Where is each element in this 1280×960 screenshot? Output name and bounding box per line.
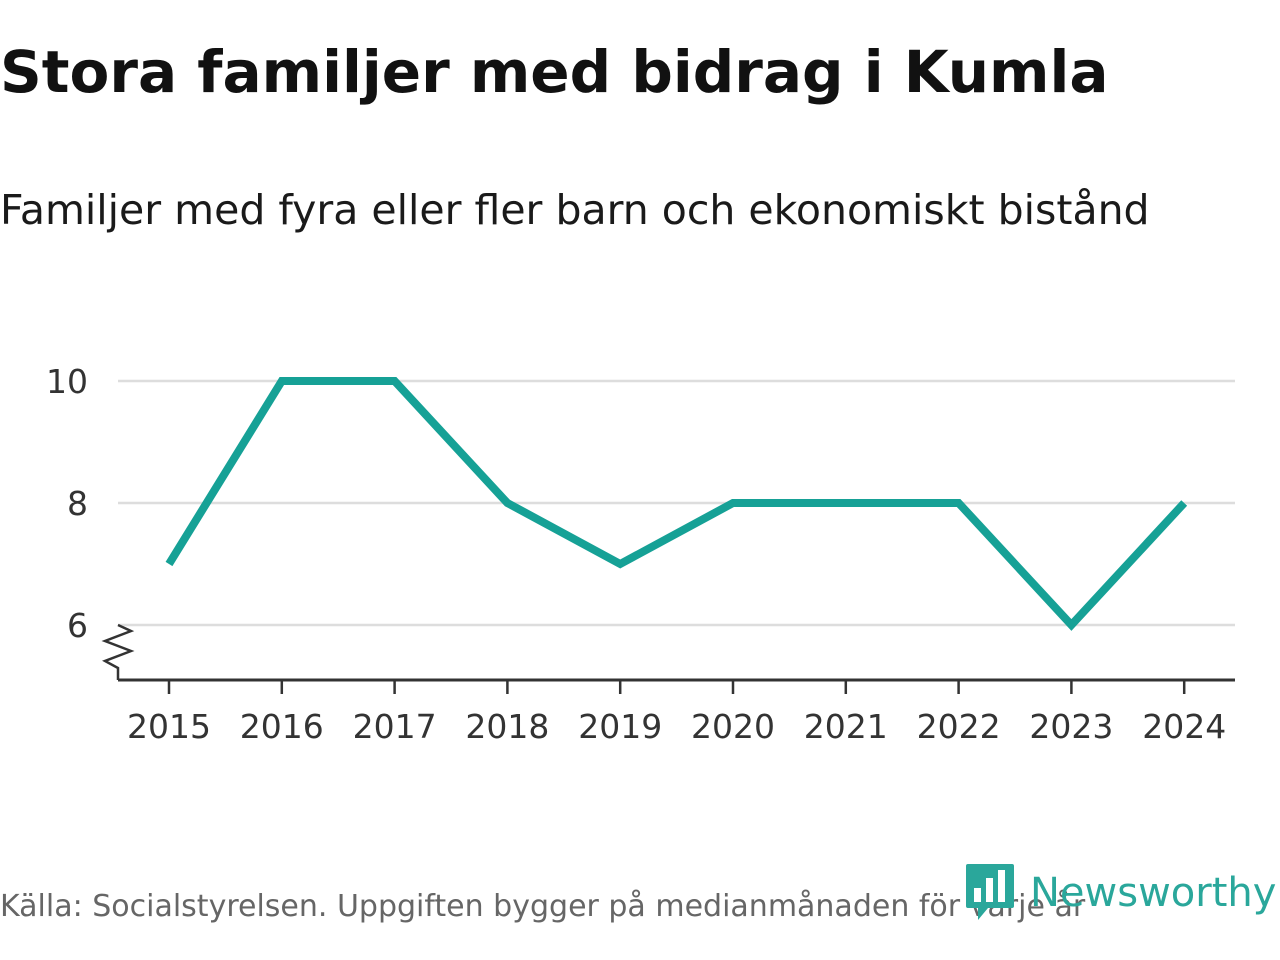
newsworthy-logo-icon [966,864,1014,920]
newsworthy-logo-text: Newsworthy [1030,870,1277,916]
x-tick-label-2018: 2018 [465,707,549,746]
grid-lines [118,379,1235,627]
y-tick-label-8: 8 [67,484,88,523]
x-tick-label-2015: 2015 [127,707,211,746]
line-chart: 6 8 10 2015 2016 2017 2018 2019 2020 2021 2022 202… [46,362,1235,746]
y-axis-labels: 6 8 10 [46,362,88,645]
x-axis [101,623,1235,694]
chart-title: Stora familjer med bidrag i Kumla [0,38,1109,106]
x-tick-label-2019: 2019 [578,707,662,746]
y-tick-label-6: 6 [67,606,88,645]
y-tick-label-10: 10 [46,362,88,401]
x-tick-label-2017: 2017 [353,707,437,746]
x-tick-label-2022: 2022 [917,707,1001,746]
x-tick-label-2020: 2020 [691,707,775,746]
x-axis-labels: 2015 2016 2017 2018 2019 2020 2021 2022 2023 2024 [127,707,1226,746]
series-line-0 [165,377,1188,631]
source-note: Källa: Socialstyrelsen. Uppgiften bygger… [0,889,1086,924]
x-tick-label-2016: 2016 [240,707,324,746]
newsworthy-logo: Newsworthy [964,862,1276,924]
x-tick-label-2023: 2023 [1029,707,1113,746]
series-layer [165,377,1188,631]
x-tick-label-2021: 2021 [804,707,888,746]
chart-subtitle: Familjer med fyra eller fler barn och ek… [0,186,1150,234]
x-tick-label-2024: 2024 [1142,707,1226,746]
axis-break-icon [101,623,135,680]
